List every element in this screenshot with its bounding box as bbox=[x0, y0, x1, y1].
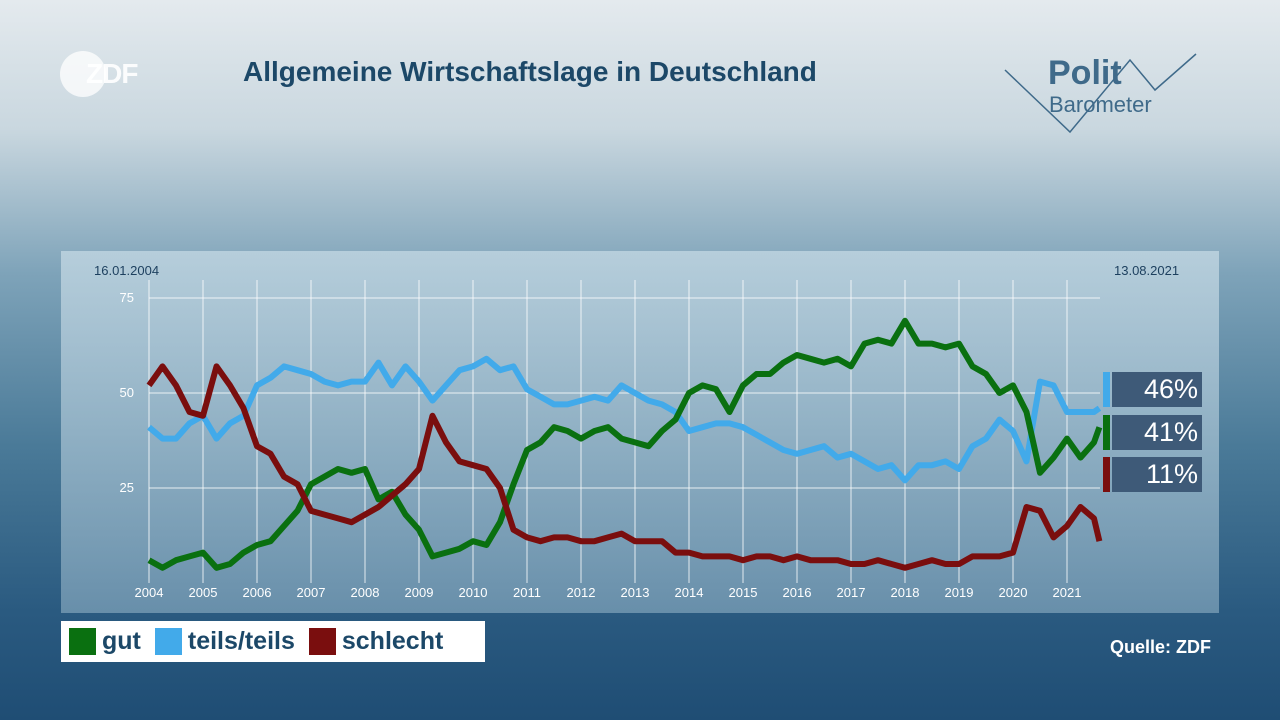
legend-swatch bbox=[308, 628, 336, 655]
x-tick-label: 2020 bbox=[999, 585, 1028, 600]
politbarometer-logo: Polit bbox=[1048, 54, 1122, 92]
final-value-label: 46% bbox=[1112, 372, 1202, 407]
politbarometer-logo-sub: Barometer bbox=[1049, 92, 1152, 117]
x-tick-label: 2021 bbox=[1053, 585, 1082, 600]
start-date: 16.01.2004 bbox=[94, 263, 160, 278]
legend-label: gut bbox=[102, 627, 141, 655]
zdf-logo: ZDF bbox=[86, 58, 138, 89]
page-title: Allgemeine Wirtschaftslage in Deutschlan… bbox=[243, 56, 817, 87]
x-tick-label: 2011 bbox=[513, 585, 541, 600]
x-tick-label: 2019 bbox=[945, 585, 974, 600]
x-tick-label: 2007 bbox=[297, 585, 326, 600]
badge-color-bar bbox=[1103, 457, 1110, 492]
x-tick-label: 2006 bbox=[243, 585, 272, 600]
x-tick-label: 2018 bbox=[891, 585, 920, 600]
legend: gut teils/teils schlecht bbox=[61, 621, 485, 662]
x-tick-label: 2013 bbox=[621, 585, 650, 600]
legend-swatch bbox=[69, 628, 96, 655]
y-tick-label: 75 bbox=[120, 290, 134, 305]
end-date: 13.08.2021 bbox=[1114, 263, 1180, 278]
legend-label: teils/teils bbox=[187, 627, 295, 655]
series-line-schlecht bbox=[146, 363, 1103, 571]
final-value-badge: 46% bbox=[1103, 372, 1202, 407]
x-tick-label: 2015 bbox=[729, 585, 758, 600]
final-value-badge: 11% bbox=[1103, 457, 1202, 492]
y-tick-label: 25 bbox=[120, 480, 134, 495]
x-tick-label: 2009 bbox=[405, 585, 434, 600]
x-tick-label: 2017 bbox=[837, 585, 866, 600]
series-line-gut bbox=[147, 317, 1103, 571]
x-tick-label: 2016 bbox=[783, 585, 812, 600]
politbarometer-logo-lines bbox=[1004, 53, 1197, 134]
badge-color-bar bbox=[1103, 415, 1110, 450]
legend-swatch bbox=[154, 628, 182, 655]
x-tick-label: 2008 bbox=[351, 585, 380, 600]
x-tick-label: 2012 bbox=[567, 585, 596, 600]
legend-item-teils: teils/teils bbox=[154, 627, 295, 656]
x-tick-label: 2005 bbox=[189, 585, 218, 600]
final-value-badge: 41% bbox=[1103, 415, 1202, 450]
source-label: Quelle: ZDF bbox=[1110, 637, 1212, 657]
x-tick-label: 2010 bbox=[459, 585, 488, 600]
zdf-logo-circle bbox=[60, 51, 106, 97]
series-line-teils-teils bbox=[147, 355, 1102, 484]
final-value-label: 11% bbox=[1112, 457, 1202, 492]
legend-item-gut: gut bbox=[69, 627, 141, 656]
x-tick-label: 2014 bbox=[675, 585, 704, 600]
legend-label: schlecht bbox=[341, 627, 444, 655]
final-value-label: 41% bbox=[1112, 415, 1202, 450]
x-tick-label: 2004 bbox=[135, 585, 164, 600]
legend-item-schlecht: schlecht bbox=[308, 627, 444, 656]
y-tick-label: 50 bbox=[120, 385, 134, 400]
badge-color-bar bbox=[1103, 372, 1110, 407]
